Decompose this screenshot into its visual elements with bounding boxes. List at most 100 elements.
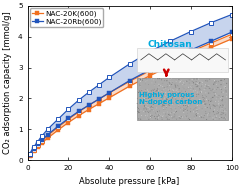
Point — [27, 146, 31, 149]
Point — [27, 144, 31, 147]
Point — [27, 150, 31, 153]
Point — [27, 150, 31, 153]
X-axis label: Absolute pressure [kPa]: Absolute pressure [kPa] — [79, 177, 180, 186]
Point — [27, 147, 31, 150]
Point — [27, 149, 31, 152]
Point — [27, 150, 31, 153]
Point — [27, 143, 31, 146]
Point — [27, 143, 31, 146]
Point — [28, 150, 31, 153]
Point — [28, 143, 31, 146]
Point — [27, 146, 31, 149]
Point — [27, 146, 31, 149]
Point — [27, 146, 30, 149]
Point — [28, 143, 31, 146]
Point — [27, 150, 31, 153]
Point — [27, 149, 31, 152]
Point — [27, 149, 31, 152]
Point — [27, 146, 31, 149]
Point — [27, 149, 31, 152]
Point — [27, 147, 31, 150]
Point — [28, 150, 31, 153]
Point — [27, 146, 31, 149]
Point — [28, 149, 31, 152]
Point — [27, 145, 31, 148]
Point — [27, 148, 31, 151]
Point — [27, 145, 31, 148]
Point — [27, 146, 31, 149]
Point — [27, 145, 31, 148]
Point — [27, 150, 31, 153]
Point — [28, 146, 31, 149]
Point — [27, 144, 31, 147]
Point — [27, 143, 31, 146]
Point — [27, 143, 31, 146]
Point — [27, 147, 31, 150]
Point — [28, 143, 31, 146]
Point — [27, 147, 31, 150]
Point — [27, 147, 31, 150]
Point — [27, 148, 31, 151]
Point — [27, 145, 31, 148]
Point — [27, 147, 31, 150]
NAC-20Rb(600) — [87, 104, 90, 106]
Point — [27, 149, 31, 152]
Point — [27, 150, 31, 153]
Point — [27, 149, 31, 152]
Point — [27, 147, 31, 150]
NAC-20K(600) — [57, 129, 60, 131]
Point — [27, 147, 31, 150]
Point — [27, 145, 31, 148]
Point — [27, 149, 31, 152]
Point — [27, 148, 31, 151]
Point — [27, 148, 31, 151]
Point — [27, 150, 31, 153]
Point — [27, 148, 31, 151]
Point — [27, 149, 31, 152]
Point — [27, 144, 31, 147]
Point — [28, 146, 31, 149]
Point — [27, 145, 31, 148]
Point — [27, 150, 31, 153]
Point — [27, 150, 31, 153]
Point — [27, 144, 30, 147]
Point — [27, 143, 31, 146]
Point — [27, 144, 31, 147]
Point — [27, 150, 31, 153]
Point — [27, 148, 31, 151]
Point — [27, 144, 31, 147]
Point — [27, 144, 31, 147]
Point — [27, 148, 31, 151]
Point — [27, 145, 31, 148]
Point — [28, 145, 31, 148]
Point — [27, 148, 31, 151]
Point — [27, 149, 31, 152]
Point — [27, 150, 31, 153]
Point — [27, 146, 31, 149]
Line: NAC-20Rb(600): NAC-20Rb(600) — [28, 31, 233, 156]
Point — [27, 145, 31, 148]
Point — [27, 145, 31, 148]
Point — [27, 150, 31, 153]
Point — [28, 149, 31, 152]
Point — [27, 143, 31, 146]
Point — [27, 150, 31, 153]
Point — [27, 144, 31, 147]
Point — [27, 149, 31, 152]
Point — [27, 149, 31, 152]
Point — [27, 146, 31, 149]
Point — [27, 148, 31, 151]
Point — [27, 149, 31, 153]
Point — [28, 148, 31, 151]
Point — [27, 145, 30, 148]
Point — [27, 146, 31, 149]
Point — [27, 146, 31, 149]
Point — [27, 148, 31, 151]
Point — [27, 143, 31, 146]
Point — [27, 147, 31, 150]
Point — [27, 146, 31, 149]
Point — [27, 146, 31, 149]
NAC-20K(600) — [40, 142, 43, 144]
Point — [27, 150, 31, 153]
Point — [27, 145, 31, 148]
